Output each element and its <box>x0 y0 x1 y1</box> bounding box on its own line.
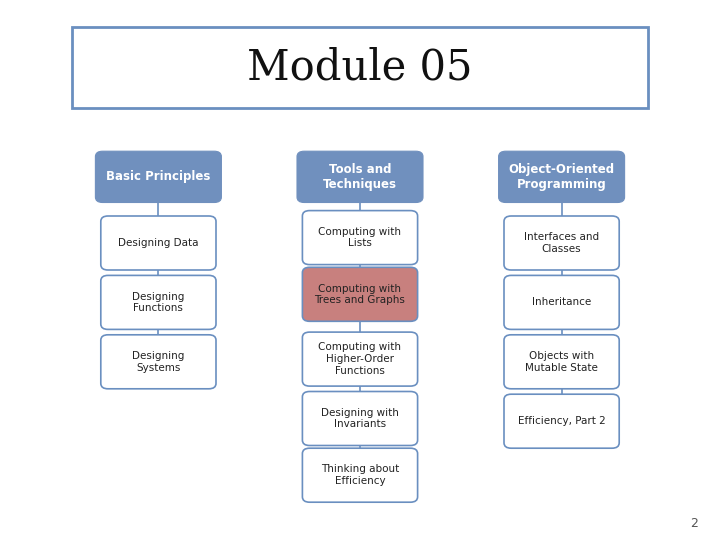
FancyBboxPatch shape <box>302 392 418 446</box>
Text: Interfaces and
Classes: Interfaces and Classes <box>524 232 599 254</box>
Text: Computing with
Lists: Computing with Lists <box>318 227 402 248</box>
FancyBboxPatch shape <box>95 151 222 202</box>
Text: Designing with
Invariants: Designing with Invariants <box>321 408 399 429</box>
FancyBboxPatch shape <box>302 332 418 386</box>
FancyBboxPatch shape <box>101 275 216 329</box>
FancyBboxPatch shape <box>504 394 619 448</box>
FancyBboxPatch shape <box>101 216 216 270</box>
FancyBboxPatch shape <box>504 275 619 329</box>
FancyBboxPatch shape <box>504 335 619 389</box>
Text: Objects with
Mutable State: Objects with Mutable State <box>525 351 598 373</box>
Text: Designing Data: Designing Data <box>118 238 199 248</box>
Text: Module 05: Module 05 <box>247 46 473 89</box>
FancyBboxPatch shape <box>302 267 418 321</box>
Text: Thinking about
Efficiency: Thinking about Efficiency <box>321 464 399 486</box>
Text: Basic Principles: Basic Principles <box>107 170 210 184</box>
Text: Object-Oriented
Programming: Object-Oriented Programming <box>508 163 615 191</box>
FancyBboxPatch shape <box>302 448 418 502</box>
Text: Computing with
Higher-Order
Functions: Computing with Higher-Order Functions <box>318 342 402 376</box>
Text: Tools and
Techniques: Tools and Techniques <box>323 163 397 191</box>
FancyBboxPatch shape <box>297 151 423 202</box>
Text: 2: 2 <box>690 517 698 530</box>
Text: Inheritance: Inheritance <box>532 298 591 307</box>
FancyBboxPatch shape <box>101 335 216 389</box>
FancyBboxPatch shape <box>72 27 648 108</box>
FancyBboxPatch shape <box>504 216 619 270</box>
Text: Computing with
Trees and Graphs: Computing with Trees and Graphs <box>315 284 405 305</box>
Text: Designing
Functions: Designing Functions <box>132 292 184 313</box>
Text: Efficiency, Part 2: Efficiency, Part 2 <box>518 416 606 426</box>
FancyBboxPatch shape <box>302 211 418 265</box>
FancyBboxPatch shape <box>498 151 624 202</box>
Text: Designing
Systems: Designing Systems <box>132 351 184 373</box>
